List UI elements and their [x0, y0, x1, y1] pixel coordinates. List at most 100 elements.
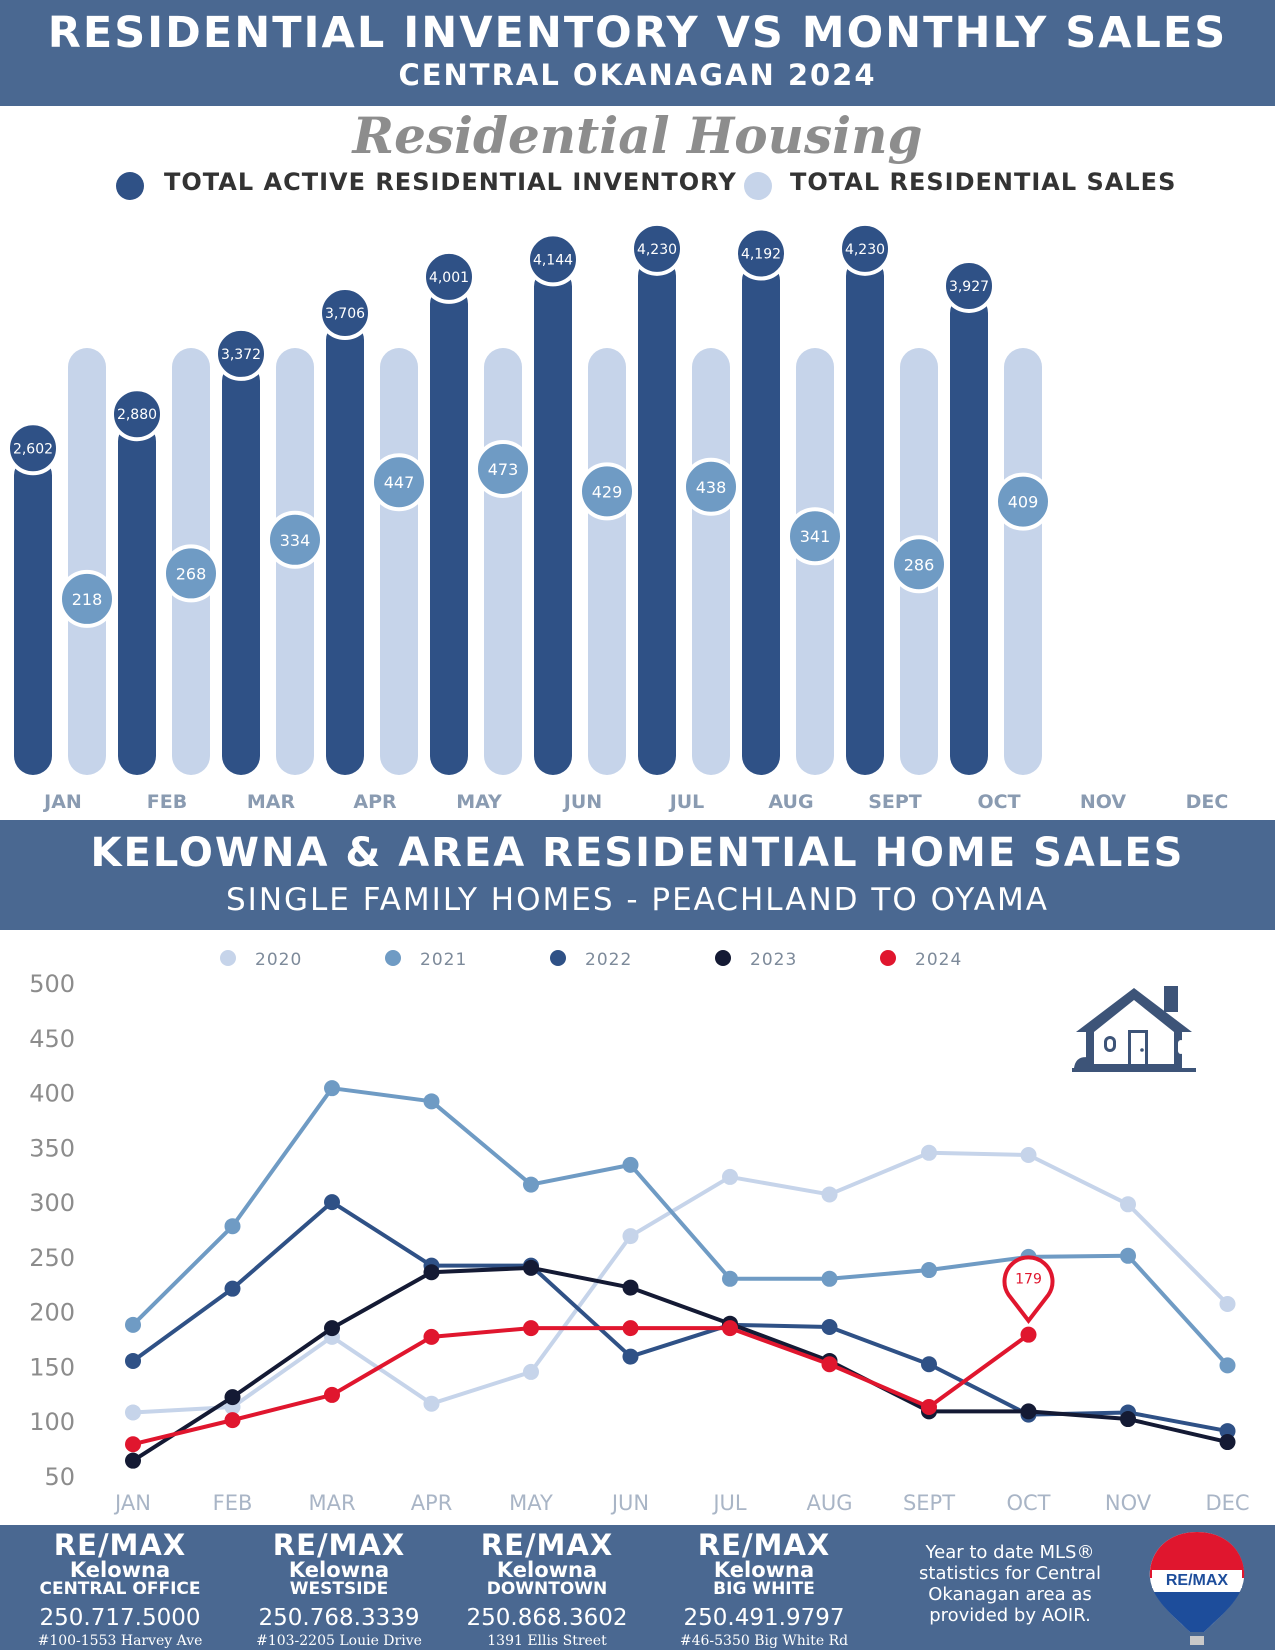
office-branch: WESTSIDE	[289, 1579, 389, 1599]
series-point	[622, 1348, 639, 1365]
office-city: Kelowna	[69, 1558, 171, 1582]
office-phone[interactable]: 250.491.9797	[683, 1605, 845, 1631]
inventory-bar	[118, 422, 156, 775]
series-point	[523, 1320, 539, 1337]
sales-badge	[786, 507, 844, 566]
y-tick-label: 50	[44, 1463, 75, 1491]
office-city: Kelowna	[496, 1558, 598, 1582]
series-point	[821, 1319, 838, 1336]
series-line	[131, 1265, 1228, 1463]
inventory-bar	[430, 284, 468, 775]
series-point	[324, 1386, 340, 1403]
office-phone[interactable]: 250.717.5000	[39, 1605, 201, 1631]
sales-badge	[370, 453, 428, 512]
legend-marker	[550, 950, 566, 966]
inventory-bar	[326, 321, 364, 775]
inventory-badge	[318, 286, 372, 341]
series-point	[1020, 1147, 1037, 1164]
series-point	[1219, 1357, 1236, 1374]
inventory-bar	[638, 256, 676, 775]
y-tick-label: 250	[29, 1244, 75, 1272]
series-point	[1020, 1326, 1037, 1343]
section-script-title: Residential Housing	[352, 106, 923, 165]
inventory-badge	[630, 221, 684, 276]
series-point	[125, 1316, 141, 1333]
x-tick-label: FEB	[147, 791, 187, 813]
x-tick-label: JUL	[711, 1491, 747, 1515]
series-point	[1120, 1247, 1136, 1264]
inventory-data-label: 4,230	[845, 242, 885, 258]
x-tick-label: FEB	[213, 1491, 253, 1515]
office-phone[interactable]: 250.768.3339	[258, 1605, 420, 1631]
inventory-badge	[734, 226, 788, 281]
series-point	[622, 1156, 639, 1173]
series-point	[722, 1270, 738, 1287]
x-tick-label: SEPT	[868, 791, 922, 813]
x-tick-label: JAN	[42, 791, 82, 813]
office-city: Kelowna	[713, 1558, 815, 1582]
office-address: #103-2205 Louie Drive	[256, 1633, 422, 1649]
sales-data-label: 473	[488, 460, 519, 479]
office-address: #100-1553 Harvey Ave	[37, 1633, 203, 1649]
inventory-data-label: 3,372	[221, 347, 261, 363]
house-icon	[1072, 986, 1196, 1072]
remax-balloon-icon: RE/MAX	[1149, 1532, 1245, 1645]
x-tick-label: NOV	[1105, 1491, 1152, 1515]
legend-marker	[220, 950, 236, 966]
inventory-data-label: 4,001	[429, 270, 469, 286]
series-point	[1120, 1196, 1136, 1213]
inventory-badge	[110, 387, 164, 442]
y-tick-label: 150	[29, 1353, 75, 1381]
y-tick-label: 450	[29, 1025, 75, 1053]
series-point	[224, 1280, 241, 1297]
inventory-badge	[838, 221, 892, 276]
footer-note: Year to date MLS® statistics for Central…	[919, 1542, 1101, 1626]
series-point	[224, 1389, 241, 1406]
x-tick-label: DEC	[1205, 1491, 1249, 1515]
inventory-badge	[214, 326, 268, 381]
y-tick-label: 200	[29, 1299, 75, 1327]
office-address: 1391 Ellis Street	[487, 1633, 607, 1649]
sales-data-label: 341	[800, 527, 831, 546]
page-title: RESIDENTIAL INVENTORY VS MONTHLY SALES	[47, 8, 1228, 58]
series-point	[1219, 1423, 1236, 1440]
footer-band	[0, 1525, 1275, 1650]
inventory-data-label: 4,192	[741, 246, 781, 262]
x-tick-label: JUN	[610, 1491, 649, 1515]
office-brand: RE/MAX	[480, 1528, 614, 1562]
series-point	[224, 1218, 241, 1235]
series-point	[921, 1398, 937, 1415]
inventory-bar	[222, 361, 260, 775]
series-point	[622, 1279, 639, 1296]
legend-label: 2024	[915, 950, 962, 970]
inventory-data-label: 3,706	[325, 306, 365, 322]
series-point	[821, 1186, 838, 1203]
inventory-bar	[742, 261, 780, 776]
series-point	[821, 1356, 838, 1373]
inventory-data-label: 2,602	[13, 441, 53, 457]
office-branch: DOWNTOWN	[486, 1579, 608, 1599]
series-point	[1219, 1295, 1236, 1312]
sales-bar	[380, 348, 418, 775]
office-brand: RE/MAX	[272, 1528, 406, 1562]
series-point	[125, 1352, 141, 1369]
legend-marker	[880, 950, 896, 966]
x-tick-label: SEPT	[903, 1491, 955, 1515]
series-point	[125, 1452, 141, 1469]
x-tick-label: JUL	[668, 791, 705, 813]
x-tick-label: MAR	[247, 791, 296, 813]
y-tick-label: 100	[29, 1408, 75, 1436]
legend-label: 2020	[255, 950, 302, 970]
x-tick-label: AUG	[806, 1491, 852, 1515]
series-point	[324, 1194, 340, 1211]
legend-label: 2021	[420, 950, 467, 970]
x-tick-label: MAR	[308, 1491, 355, 1515]
office-phone[interactable]: 250.868.3602	[466, 1605, 628, 1631]
series-point	[423, 1395, 440, 1412]
office-central: RE/MAX Kelowna CENTRAL OFFICE 250.717.50…	[15, 1530, 225, 1649]
series-point	[423, 1264, 440, 1281]
series-point	[921, 1144, 937, 1161]
sales-bar	[1004, 348, 1042, 775]
sales-badge	[890, 535, 948, 594]
sales-data-label: 438	[696, 478, 727, 497]
